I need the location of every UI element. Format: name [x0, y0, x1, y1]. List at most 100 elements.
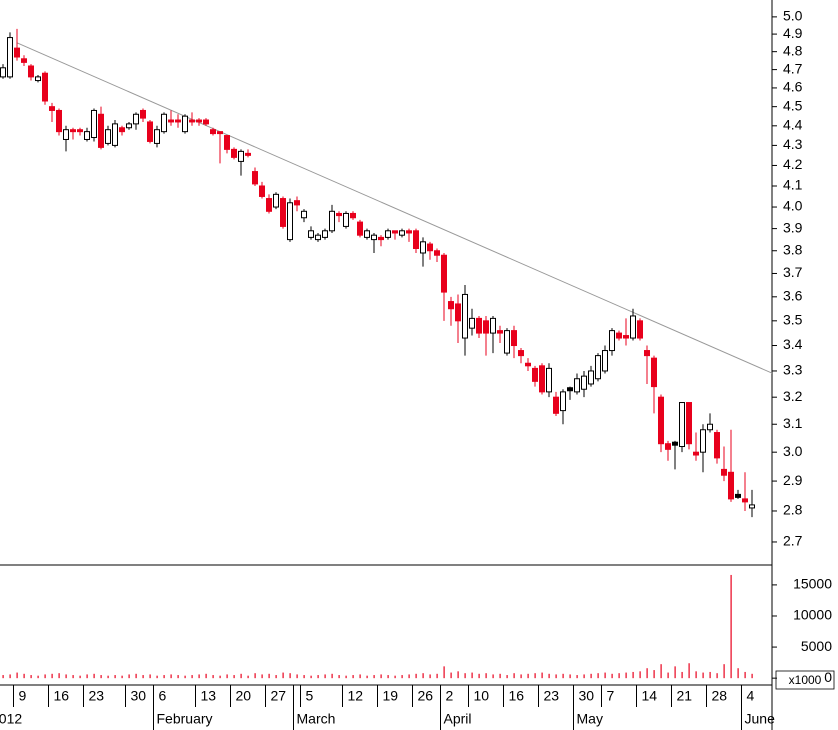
volume-bar — [310, 675, 312, 679]
volume-bar — [289, 673, 291, 679]
candle-body — [693, 451, 699, 456]
volume-bar — [485, 673, 487, 679]
volume-bar — [107, 675, 109, 679]
candle-body — [749, 504, 755, 509]
volume-bar — [72, 675, 74, 679]
y-tick-label: 3.3 — [783, 362, 803, 378]
volume-bar — [499, 673, 501, 679]
y-tick-label: 4.2 — [783, 156, 803, 172]
y-tick-label: 3.5 — [783, 312, 803, 328]
volume-bar — [44, 674, 46, 679]
volume-bar — [240, 673, 242, 679]
x-tick-label: 16 — [54, 688, 70, 704]
y-tick-label: 2.7 — [783, 533, 803, 549]
volume-bar — [408, 674, 410, 679]
candle-body — [476, 317, 482, 334]
volume-bar — [520, 674, 522, 679]
volume-bar — [177, 675, 179, 679]
volume-bar — [191, 675, 193, 679]
y-tick-label: 3.7 — [783, 264, 803, 280]
y-tick-label: 3.6 — [783, 288, 803, 304]
candle-body — [315, 234, 321, 241]
candle-body — [217, 131, 223, 135]
candle-body — [252, 171, 258, 185]
x-tick-label: 28 — [712, 688, 728, 704]
volume-bar — [247, 675, 249, 679]
candle-body — [364, 230, 370, 238]
candle-body — [483, 320, 489, 334]
candle-body — [574, 378, 580, 393]
x-tick-label: 19 — [383, 688, 399, 704]
candle-body — [259, 185, 265, 197]
volume-bar — [394, 675, 396, 679]
candle-body — [721, 468, 727, 476]
volume-bar — [576, 675, 578, 679]
volume-bar — [226, 674, 228, 679]
candle-body — [21, 58, 27, 63]
x-tick-label: 9 — [19, 688, 27, 704]
y-tick-label: 4.3 — [783, 136, 803, 152]
candle-body — [203, 119, 209, 125]
volume-bar — [324, 674, 326, 679]
candle-body — [35, 76, 41, 82]
candle-body — [553, 396, 559, 414]
volume-bar — [16, 672, 18, 679]
volume-unit: x1000 — [789, 673, 822, 687]
volume-bar — [156, 675, 158, 679]
volume-bar — [555, 674, 557, 679]
candle-body — [441, 254, 447, 293]
volume-bar — [478, 673, 480, 679]
volume-bar — [58, 673, 60, 679]
volume-bar — [751, 673, 753, 679]
x-tick-label: 30 — [131, 688, 147, 704]
volume-bar — [457, 671, 459, 679]
candle-body — [266, 198, 272, 212]
x-tick-label: 6 — [159, 688, 167, 704]
y-tick-label: 5.0 — [783, 8, 803, 24]
volume-bar — [121, 675, 123, 679]
candle-body — [224, 135, 230, 150]
volume-bar — [149, 674, 151, 679]
volume-bar — [688, 663, 690, 679]
volume-bar — [730, 574, 732, 679]
candle-body — [539, 365, 545, 393]
volume-bar — [436, 673, 438, 679]
candle-body — [154, 129, 160, 144]
volume-bar — [681, 671, 683, 679]
volume-bar — [674, 666, 676, 679]
candle-body — [462, 293, 468, 339]
candle-body — [490, 317, 496, 334]
candle-body — [196, 119, 202, 123]
unit-box — [775, 670, 835, 690]
volume-bar — [317, 675, 319, 679]
candle-body — [56, 109, 62, 133]
candle-body — [392, 230, 398, 234]
candle-body — [287, 202, 293, 241]
x-tick-label: 12 — [348, 688, 364, 704]
plot-area — [0, 28, 772, 518]
candle-body — [420, 241, 426, 254]
candle-body — [448, 301, 454, 310]
volume-bar — [114, 675, 116, 679]
volume-bar — [569, 674, 571, 679]
candle-body — [469, 317, 475, 329]
candle-body — [672, 441, 678, 446]
candle-body — [644, 350, 650, 357]
volume-bar — [590, 673, 592, 679]
volume-bar — [51, 673, 53, 679]
volume-bar — [653, 670, 655, 679]
x-tick-label: 2 — [446, 688, 454, 704]
candle-body — [245, 152, 251, 156]
candle-body — [455, 303, 461, 322]
x-tick-label: 13 — [201, 688, 217, 704]
y-tick-label: 4.1 — [783, 177, 803, 193]
volume-bar — [695, 671, 697, 679]
volume-bar — [464, 673, 466, 679]
candle-body — [175, 119, 181, 123]
volume-bar — [254, 673, 256, 679]
x-tick-label: 27 — [271, 688, 287, 704]
x-tick-label: 20 — [236, 688, 252, 704]
candle-body — [413, 230, 419, 250]
y-tick-label: 3.1 — [783, 415, 803, 431]
candle-body — [714, 432, 720, 459]
